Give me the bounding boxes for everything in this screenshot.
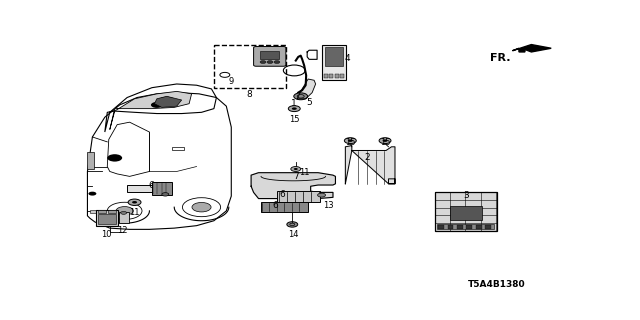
Text: 15: 15: [289, 115, 300, 124]
Text: 10: 10: [102, 230, 112, 239]
Bar: [214, 45, 286, 88]
Bar: [449, 206, 482, 220]
Circle shape: [291, 166, 301, 172]
Circle shape: [267, 60, 273, 64]
Circle shape: [379, 138, 391, 144]
Text: 1: 1: [291, 99, 297, 108]
Bar: [438, 225, 444, 228]
Bar: [467, 225, 472, 228]
Circle shape: [274, 60, 280, 64]
Circle shape: [348, 140, 353, 142]
Text: 6: 6: [279, 190, 285, 199]
Bar: [322, 45, 346, 80]
Text: 15: 15: [380, 138, 390, 147]
Circle shape: [158, 97, 176, 106]
Bar: [261, 202, 308, 212]
Circle shape: [192, 203, 211, 212]
Text: 9: 9: [228, 76, 234, 85]
Text: 8: 8: [247, 90, 253, 99]
Bar: [152, 182, 172, 195]
Bar: [447, 225, 454, 228]
Bar: [99, 210, 106, 213]
Text: FR.: FR.: [490, 53, 511, 63]
Bar: [435, 192, 497, 231]
Bar: [96, 210, 118, 226]
Bar: [457, 225, 463, 228]
Circle shape: [317, 193, 326, 197]
Circle shape: [344, 138, 356, 144]
Circle shape: [132, 201, 137, 204]
Bar: [340, 74, 344, 78]
Circle shape: [294, 168, 298, 170]
Text: 6: 6: [148, 181, 154, 190]
Polygon shape: [251, 173, 335, 198]
Bar: [485, 225, 491, 228]
FancyBboxPatch shape: [253, 46, 286, 66]
Text: 5: 5: [307, 98, 312, 107]
Bar: [324, 74, 328, 78]
Text: 13: 13: [323, 201, 333, 210]
Polygon shape: [346, 146, 395, 184]
Circle shape: [128, 199, 141, 205]
Bar: [108, 210, 116, 213]
Bar: [324, 47, 344, 66]
Text: 7: 7: [293, 172, 299, 181]
Circle shape: [108, 154, 122, 162]
Text: 2: 2: [364, 154, 370, 163]
Bar: [118, 212, 129, 223]
Bar: [437, 224, 494, 229]
Circle shape: [294, 93, 308, 100]
Text: 11: 11: [129, 208, 140, 217]
Circle shape: [260, 60, 266, 64]
Circle shape: [287, 222, 298, 227]
Circle shape: [116, 207, 133, 215]
Bar: [90, 210, 102, 213]
Bar: [127, 185, 164, 192]
Circle shape: [151, 102, 163, 108]
Bar: [330, 74, 333, 78]
Text: 6: 6: [272, 201, 278, 210]
Polygon shape: [154, 96, 182, 108]
Text: 4: 4: [345, 54, 351, 63]
Circle shape: [292, 108, 297, 110]
Bar: [98, 214, 116, 224]
Bar: [172, 147, 184, 150]
Circle shape: [383, 140, 388, 142]
Text: 3: 3: [463, 191, 468, 200]
Bar: [476, 225, 482, 228]
Text: 12: 12: [117, 226, 127, 235]
Circle shape: [121, 212, 127, 214]
Bar: [335, 74, 339, 78]
Circle shape: [288, 106, 300, 112]
Text: 11: 11: [300, 168, 310, 177]
Polygon shape: [110, 92, 191, 130]
Text: 14: 14: [288, 230, 298, 239]
Circle shape: [162, 193, 169, 196]
Bar: [88, 152, 94, 169]
Polygon shape: [297, 79, 316, 99]
Polygon shape: [513, 44, 551, 52]
Bar: [260, 52, 279, 59]
Bar: [277, 191, 319, 202]
Text: 15: 15: [345, 138, 356, 147]
Text: T5A4B1380: T5A4B1380: [468, 280, 525, 289]
Circle shape: [88, 192, 97, 196]
